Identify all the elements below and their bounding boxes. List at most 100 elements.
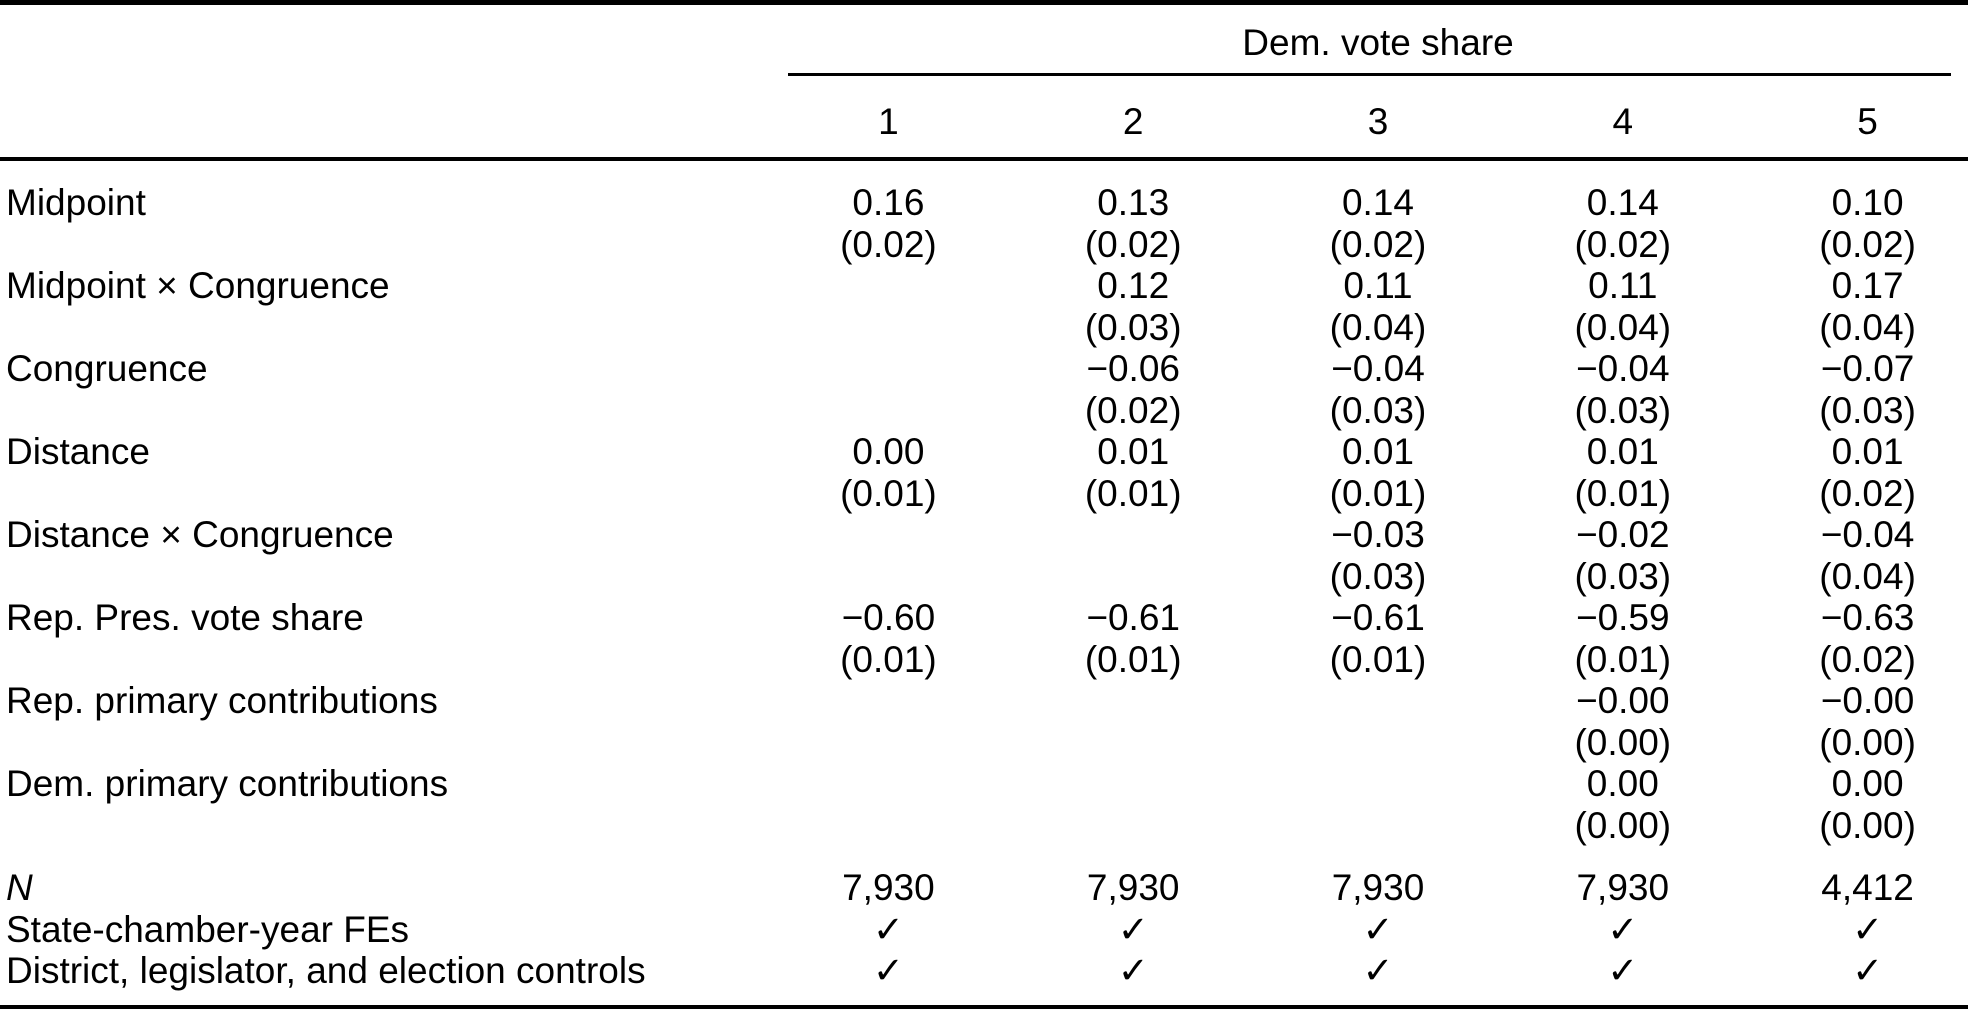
coef-value: −0.00 [1820,680,1915,721]
coef-cell: −0.04 (0.04) [1745,514,1968,597]
row-label: Dem. primary contributions [6,763,449,804]
se-value: (0.03) [1329,389,1427,431]
coef-value: −0.03 [1331,514,1425,555]
coef-value: 0.17 [1831,265,1904,306]
row-label: State-chamber-year FEs [6,908,410,950]
se-value: (0.02) [1084,389,1182,431]
checkmark: ✓ [1852,908,1884,950]
coef-cell: −0.61 (0.01) [1011,597,1256,680]
coef-value: 0.00 [1586,763,1659,804]
se-value: (0.03) [1329,555,1427,597]
bottom-rule [0,1005,1968,1009]
coef-cell: −0.02 (0.03) [1500,514,1745,597]
row-label: Distance × Congruence [6,514,394,555]
checkmark: ✓ [872,950,904,991]
table-row-dem-primary-contributions: Dem. primary contributions 0.00 (0.00) 0… [0,763,1968,846]
coef-cell [766,348,1011,431]
table-row-rep-pres-vote-share: Rep. Pres. vote share −0.60 (0.01) −0.61… [0,597,1968,680]
se-value: (0.02) [1819,638,1916,680]
coef-cell [1011,680,1256,763]
se-value: (0.01) [1329,472,1427,514]
coef-cell: 0.01 (0.02) [1745,431,1968,514]
se-value: (0.02) [1819,223,1916,265]
coef-value: 0.01 [1831,431,1904,472]
checkmark: ✓ [1852,950,1884,991]
se-value: (0.00) [1574,804,1672,846]
coef-cell: −0.06 (0.02) [1011,348,1256,431]
table-row-state-chamber-year-fes: State-chamber-year FEs ✓ ✓ ✓ ✓ ✓ [0,909,1968,951]
column-header-4: 4 [1612,101,1634,142]
se-value [766,307,1011,349]
coef-cell: 0.01 (0.01) [1011,431,1256,514]
coef-value: −0.06 [1086,348,1180,389]
table-body: Midpoint 0.16 (0.02) 0.13 (0.02) 0.14 (0… [0,182,1968,992]
se-value: (0.01) [1574,638,1672,680]
row-label: Distance [6,431,150,472]
table-row-distance: Distance 0.00 (0.01) 0.01 (0.01) 0.01 (0… [0,431,1968,514]
se-value: (0.03) [1574,389,1672,431]
checkmark: ✓ [1362,950,1394,991]
row-label: Rep. primary contributions [6,680,438,721]
header-rule [0,157,1968,161]
coef-value: 0.01 [1341,431,1414,472]
coef-cell: −0.04 (0.03) [1256,348,1501,431]
table-row-rep-primary-contributions: Rep. primary contributions −0.00 (0.00) … [0,680,1968,763]
coef-cell: 0.14 (0.02) [1500,182,1745,265]
coef-cell [1256,680,1501,763]
coef-cell: 0.11 (0.04) [1256,265,1501,348]
coef-value: 0.13 [1097,182,1170,223]
coef-value: 0.16 [852,182,925,223]
row-label: Midpoint × Congruence [6,265,390,306]
coef-cell: −0.03 (0.03) [1256,514,1501,597]
spanner-label: Dem. vote share [1242,22,1514,63]
coef-value: −0.02 [1575,514,1670,555]
table-row-distance-congruence: Distance × Congruence −0.03 (0.03) −0.02… [0,514,1968,597]
stats-block: N 7,930 7,930 7,930 7,930 4,412 State-ch… [0,867,1968,992]
se-value [766,722,1011,764]
n-value: 7,930 [842,867,935,908]
coef-value [766,265,1011,307]
coef-cell [1011,763,1256,846]
coef-value: 0.12 [1097,265,1170,306]
row-label: N [6,867,33,908]
coef-value [766,348,1011,390]
coef-value: −0.59 [1575,597,1670,638]
column-header-2: 2 [1122,101,1144,142]
column-header-5: 5 [1857,101,1878,142]
coef-value: 0.10 [1831,182,1904,223]
coef-value [1011,514,1256,556]
coef-value: 0.14 [1586,182,1659,223]
coef-value [1011,763,1256,805]
se-value: (0.03) [1574,555,1672,597]
coef-cell: 0.11 (0.04) [1500,265,1745,348]
coef-cell: 0.00 (0.00) [1500,763,1745,846]
coef-value: 0.14 [1341,182,1414,223]
coef-cell: 0.17 (0.04) [1745,265,1968,348]
row-label: Congruence [6,348,208,389]
se-value: (0.04) [1819,555,1916,597]
se-value [1256,805,1501,847]
coef-cell: −0.60 (0.01) [766,597,1011,680]
n-value: 7,930 [1576,867,1670,908]
se-value: (0.04) [1574,306,1672,348]
se-value: (0.00) [1574,721,1672,763]
coef-value: 0.01 [1097,431,1170,472]
row-label: Midpoint [6,182,146,223]
coef-value [766,514,1011,556]
se-value: (0.02) [1084,223,1182,265]
table-row-n: N 7,930 7,930 7,930 7,930 4,412 [0,867,1968,909]
row-label: Rep. Pres. vote share [6,597,364,638]
se-value: (0.01) [1329,638,1427,680]
coef-cell: −0.07 (0.03) [1745,348,1968,431]
coef-value: −0.60 [841,597,936,638]
coef-value: −0.04 [1575,348,1670,389]
se-value: (0.03) [1084,306,1182,348]
n-value: 7,930 [1331,867,1425,908]
coef-cell: 0.01 (0.01) [1256,431,1501,514]
row-label: District, legislator, and election contr… [6,950,646,991]
table-row-midpoint: Midpoint 0.16 (0.02) 0.13 (0.02) 0.14 (0… [0,182,1968,265]
coef-cell: 0.01 (0.01) [1500,431,1745,514]
coef-cell: 0.16 (0.02) [766,182,1011,265]
checkmark: ✓ [1117,908,1149,950]
se-value: (0.01) [1084,472,1182,514]
